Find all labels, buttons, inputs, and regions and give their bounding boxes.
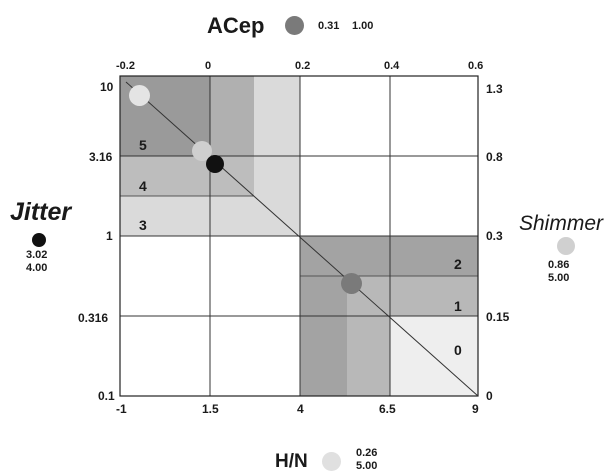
left-tick: 0.1 [98,389,115,403]
bottom-tick: 6.5 [379,402,396,416]
shimmer-marker [192,141,212,161]
right-tick: 0.3 [486,229,503,243]
right-tick: 0 [486,389,493,403]
left-tick: 0.316 [78,311,109,325]
shimmer-title: Shimmer [519,212,604,235]
hn-value2: 5.00 [356,460,378,472]
left-tick: 1 [106,229,113,243]
band-label: 0 [454,342,462,358]
acep-dot-icon [285,16,304,35]
top-tick: -0.2 [116,60,135,72]
right-tick: 1.3 [486,82,503,96]
band-label: 2 [454,256,462,272]
band-separators [120,195,478,277]
band-label: 1 [454,298,462,314]
jitter-dot-icon [32,233,46,247]
top-tick: 0.2 [295,60,311,72]
bottom-tick: 9 [472,402,479,416]
acep-value1: 0.31 [318,20,340,32]
diagonal-line [125,81,479,397]
band-label: 3 [139,217,147,233]
grid-lines [120,76,478,396]
hn-value1: 0.26 [356,447,378,459]
top-tick: 0 [205,60,212,72]
left-tick: 3.16 [89,150,113,164]
plot-frame [119,75,479,397]
bottom-tick: 1.5 [202,402,219,416]
top-tick: 0.6 [468,60,484,72]
right-tick: 0.15 [486,310,510,324]
hn-dot-icon [322,452,341,471]
top-tick: 0.4 [384,60,400,72]
jitter-value1: 3.02 [26,249,48,261]
acep-marker [341,273,362,294]
right-tick: 0.8 [486,150,503,164]
shimmer-value1: 0.86 [548,259,570,271]
acep-value2: 1.00 [352,20,374,32]
jitter-title: Jitter [10,198,72,226]
hn-title: H/N [275,451,308,472]
band-label: 4 [139,178,147,194]
bottom-tick: 4 [297,402,304,416]
band-label: 5 [139,137,147,153]
left-tick: 10 [100,80,114,94]
hn-marker [129,85,150,106]
shimmer-dot-icon [557,237,575,255]
acep-title: ACep [207,13,265,38]
shimmer-value2: 5.00 [548,272,570,284]
jitter-value2: 4.00 [26,262,48,274]
jitter-marker [206,155,224,173]
bottom-tick: -1 [116,402,127,416]
